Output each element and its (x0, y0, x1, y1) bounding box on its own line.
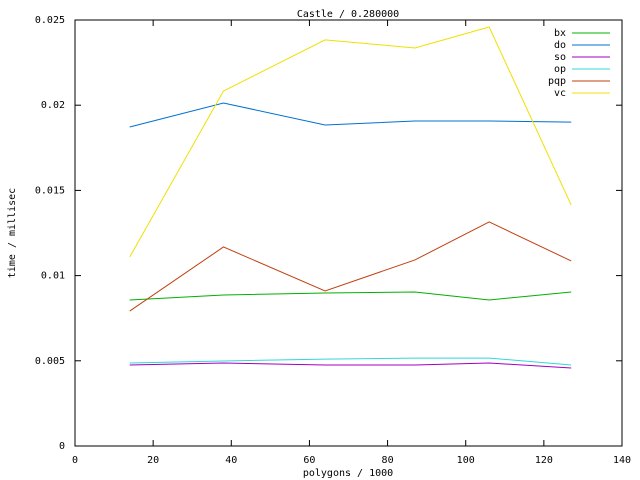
legend-label: vc (554, 88, 566, 99)
x-tick-label: 80 (382, 455, 394, 466)
legend-label: pqp (548, 76, 566, 87)
series-line (129, 357, 572, 366)
series-line (129, 26, 572, 258)
series-line (129, 102, 572, 128)
chart-title: Castle / 0.280000 (297, 9, 399, 20)
y-tick-label: 0.01 (41, 271, 65, 282)
series-line (129, 221, 572, 312)
y-tick-label: 0.025 (35, 15, 65, 26)
y-axis-label: time / millisec (7, 188, 18, 278)
x-tick-label: 100 (457, 455, 475, 466)
series-line (129, 291, 572, 301)
legend-label: bx (554, 28, 566, 39)
series-line (129, 362, 572, 369)
y-tick-label: 0.015 (35, 185, 65, 196)
y-tick-label: 0.005 (35, 356, 65, 367)
x-tick-label: 0 (72, 455, 78, 466)
x-tick-label: 60 (303, 455, 315, 466)
x-tick-label: 40 (225, 455, 237, 466)
y-tick-label: 0 (59, 441, 65, 452)
plot-border (74, 19, 623, 447)
x-axis-label: polygons / 1000 (303, 468, 393, 479)
x-tick-label: 120 (535, 455, 553, 466)
legend-label: op (554, 64, 566, 75)
legend-label: do (554, 40, 566, 51)
x-tick-label: 20 (147, 455, 159, 466)
legend-label: so (554, 52, 566, 63)
x-tick-label: 140 (613, 455, 631, 466)
y-tick-label: 0.02 (41, 100, 65, 111)
